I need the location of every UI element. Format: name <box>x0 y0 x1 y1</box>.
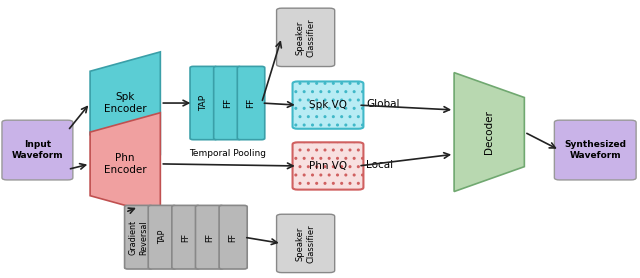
Text: Local: Local <box>366 160 393 170</box>
FancyBboxPatch shape <box>148 205 176 269</box>
Text: Speaker
Classifier: Speaker Classifier <box>296 18 316 57</box>
FancyBboxPatch shape <box>125 205 153 269</box>
FancyBboxPatch shape <box>292 142 364 190</box>
Text: FF: FF <box>246 98 255 108</box>
Text: Phn VQ: Phn VQ <box>309 161 347 171</box>
FancyBboxPatch shape <box>276 214 335 273</box>
Text: TAP: TAP <box>158 230 167 244</box>
Text: TAP: TAP <box>199 95 208 111</box>
Text: Input
Waveform: Input Waveform <box>12 140 63 160</box>
Text: FF: FF <box>205 233 214 242</box>
FancyBboxPatch shape <box>195 205 223 269</box>
FancyBboxPatch shape <box>554 120 636 180</box>
Text: Spk VQ: Spk VQ <box>309 100 347 110</box>
FancyBboxPatch shape <box>276 8 335 66</box>
FancyBboxPatch shape <box>237 66 265 140</box>
Text: Synthesized
Waveform: Synthesized Waveform <box>564 140 627 160</box>
Polygon shape <box>90 52 161 154</box>
FancyBboxPatch shape <box>292 81 364 129</box>
Text: FF: FF <box>228 233 237 242</box>
Text: Decoder: Decoder <box>484 110 494 154</box>
Text: Speaker
Classifier: Speaker Classifier <box>296 224 316 263</box>
FancyBboxPatch shape <box>219 205 247 269</box>
FancyBboxPatch shape <box>2 120 73 180</box>
Text: Global: Global <box>366 100 399 110</box>
FancyBboxPatch shape <box>214 66 241 140</box>
Text: Temporal Pooling: Temporal Pooling <box>189 149 266 158</box>
Text: FF: FF <box>181 233 190 242</box>
FancyBboxPatch shape <box>172 205 200 269</box>
Text: Phn
Encoder: Phn Encoder <box>104 153 147 175</box>
Text: FF: FF <box>223 98 232 108</box>
Polygon shape <box>454 73 524 192</box>
FancyBboxPatch shape <box>190 66 218 140</box>
Text: Gradient
Reversal: Gradient Reversal <box>129 220 148 255</box>
Polygon shape <box>90 113 161 215</box>
Text: Spk
Encoder: Spk Encoder <box>104 92 147 114</box>
